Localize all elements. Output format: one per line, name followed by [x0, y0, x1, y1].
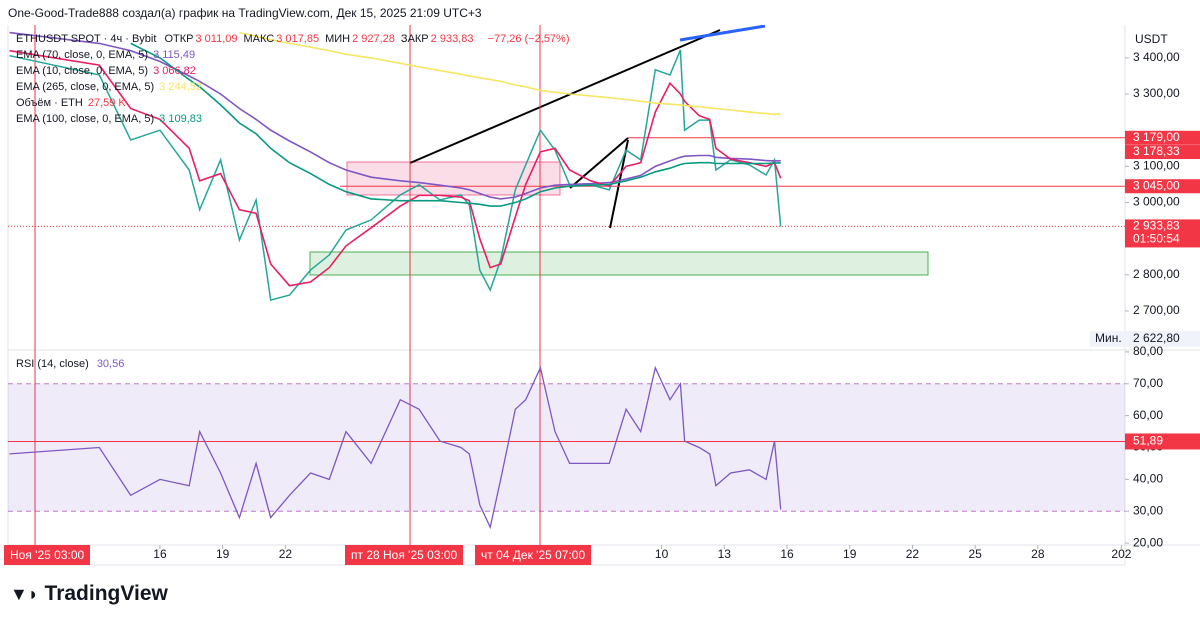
pane-borders [7, 25, 1200, 566]
x-tick-label: 202 [1111, 547, 1131, 561]
price-label-bg [1125, 219, 1200, 248]
price-label: 3 178,33 [1133, 144, 1180, 158]
data-layer: 2 700,00 2 800,00 3 000,00 3 100,00 3 300,00… [8, 31, 1200, 561]
x-tick-label: 22 [906, 547, 920, 561]
countdown: 01:50:54 [1133, 232, 1180, 246]
legend-name: EMA (100, close, 0, EMA, 5) [16, 113, 155, 125]
series-line [9, 365, 782, 530]
legend-value: 3 115,49 [153, 49, 196, 61]
price-label: 2 933,83 [1133, 219, 1180, 233]
y-tick-label: 3 100,00 [1133, 159, 1180, 173]
price-label-bg [1125, 130, 1200, 145]
legend-name: Объём · ETH [16, 97, 83, 109]
legend-row: EMA (100, close, 0, EMA, 5) 3 109,83 [16, 113, 207, 125]
y-tick-label: 2 700,00 [1133, 303, 1180, 317]
y-tick-label: 3 300,00 [1133, 86, 1180, 100]
rsi-band [8, 383, 1125, 512]
min-label-bg [1090, 330, 1200, 347]
x-tick-label: 25 [968, 547, 982, 561]
price-label-bg [1125, 179, 1200, 194]
x-tick-label: 19 [216, 547, 230, 561]
min-label: 2 622,80 [1133, 331, 1180, 345]
legend-value: 27,59 K [87, 97, 126, 109]
y-tick-label: 2 800,00 [1133, 267, 1180, 281]
x-tick-label: 28 [1031, 547, 1045, 561]
y-tick-label: 80,00 [1133, 344, 1163, 358]
legend-row: Объём · ETH 27,59 K [16, 97, 131, 109]
legend-value: 3 244,52 [159, 81, 202, 93]
ohlc-name: ОТКР [164, 33, 194, 45]
y-tick-label: 70,00 [1133, 376, 1163, 390]
rsi-level-label: 51,89 [1133, 434, 1163, 448]
legend-row: EMA (10, close, 0, EMA, 5) 3 066,82 [16, 65, 201, 77]
logo: ▼◗ TradingView [10, 582, 168, 605]
min-label-name: Мин. [1095, 331, 1122, 345]
x-tick-label: 19 [843, 547, 857, 561]
currency: USDT [1135, 32, 1168, 46]
rsi-title: RSI (14, close) [16, 358, 89, 370]
y-tick-label: 3 400,00 [1133, 50, 1180, 64]
y-tick-label: 20,00 [1133, 535, 1163, 549]
ohlc-name: ЗАКР [400, 33, 429, 45]
ohlc-value: 3 017,85 [276, 33, 320, 45]
price-label-bg [1125, 145, 1200, 160]
legend-name: EMA (10, close, 0, EMA, 5) [16, 65, 149, 77]
legend-name: EMA (265, close, 0, EMA, 5) [16, 81, 155, 93]
ohlc-value: 3 011,09 [195, 33, 238, 45]
x-tick-label: 16 [780, 547, 794, 561]
ohlc-value: 2 927,28 [352, 33, 395, 45]
y-tick-label: 60,00 [1133, 408, 1163, 422]
ohlc-value: 2 933,83 [430, 33, 474, 45]
ohlc: ОТКР 3 011,09 МАКС 3 017,85 МИН 2 927,28 ЗАКР 2… [164, 33, 479, 45]
x-tick-label: 13 [718, 547, 732, 561]
y-tick-label: 3 000,00 [1133, 195, 1180, 209]
logo-text: TradingView [44, 582, 168, 605]
header: One-Good-Trade888 создал(а) график на Tr… [8, 6, 482, 20]
y-tick-label: 30,00 [1133, 503, 1163, 517]
rsi-level-bg [1125, 433, 1200, 450]
price-label: 3 179,00 [1133, 130, 1180, 144]
series-line [130, 42, 781, 207]
date-flag: чт 04 Дек '25 07:00 [475, 545, 592, 565]
series-line [239, 31, 781, 116]
x-tick-label: 16 [153, 547, 167, 561]
legend-main: ETHUSDT SPOT · 4ч · Bybit ОТКР 3 011,09 МА… [16, 33, 575, 45]
legend-name: EMA (70, close, 0, EMA, 5) [16, 49, 149, 61]
ohlc-name: МАКС [243, 33, 275, 45]
series-line [9, 31, 781, 200]
legend-row: EMA (70, close, 0, EMA, 5) 3 115,49 [16, 49, 200, 61]
symbol: ETHUSDT SPOT · 4ч · Bybit [16, 33, 157, 45]
crosshair-lines [34, 25, 541, 545]
x-tick-label: 22 [279, 547, 293, 561]
y-tick-label: 40,00 [1133, 472, 1163, 486]
legend-rsi: RSI (14, close) 30,56 [16, 358, 129, 370]
legend-value: 3 109,83 [159, 113, 202, 125]
ohlc-name: МИН [325, 33, 351, 45]
date-flag: пт 28 Ноя '25 03:00 [345, 545, 464, 565]
series-line [9, 49, 782, 302]
series-line [9, 49, 782, 287]
legend-row: EMA (265, close, 0, EMA, 5) 3 244,52 [16, 81, 207, 93]
change: −77,26 (−2,57%) [487, 33, 570, 45]
price-label: 3 045,00 [1133, 178, 1180, 192]
legend-value: 3 066,82 [153, 65, 196, 77]
rsi-value: 30,56 [96, 358, 125, 370]
date-flag: Ноя '25 03:00 [4, 545, 91, 565]
x-tick-label: 10 [655, 547, 669, 561]
